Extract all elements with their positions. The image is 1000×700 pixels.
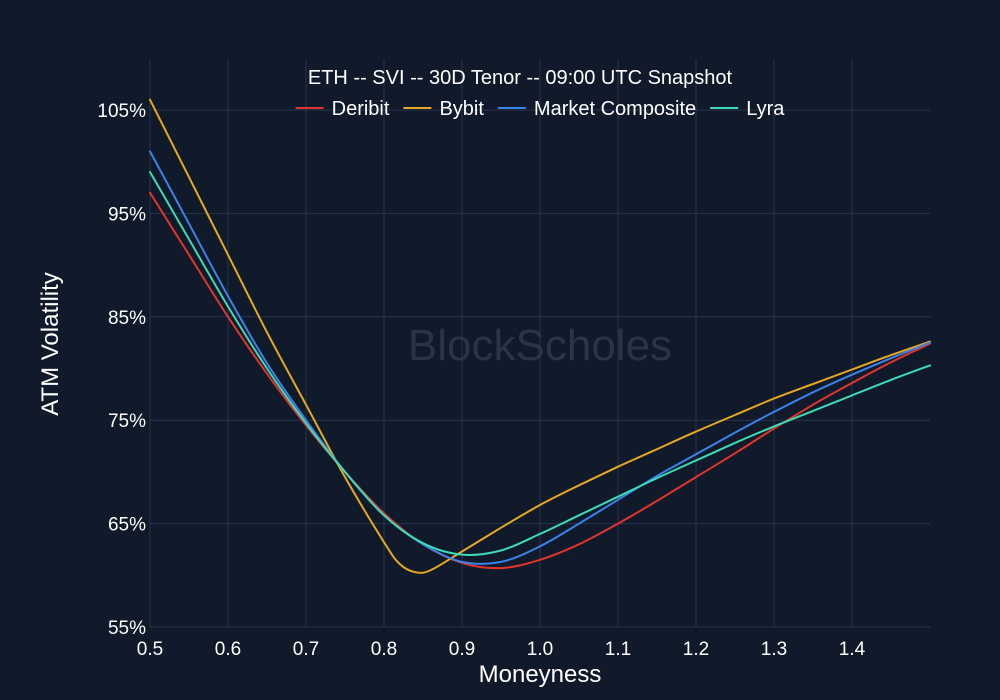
series-line-deribit	[149, 191, 931, 570]
x-axis-title: Moneyness	[479, 661, 602, 688]
x-tick-label: 1.2	[683, 639, 709, 660]
x-tick-label: 1.4	[839, 639, 866, 660]
y-tick-label: 95%	[108, 204, 146, 225]
series-line-bybit	[149, 98, 931, 574]
y-tick-label: 65%	[108, 515, 146, 536]
legend-label: Market Composite	[534, 98, 696, 120]
y-tick-label: 85%	[108, 308, 146, 329]
series-line-market-composite	[149, 150, 931, 565]
x-tick-label: 0.5	[137, 639, 163, 660]
x-tick-label: 0.6	[215, 639, 241, 660]
y-tick-label: 55%	[108, 618, 146, 639]
series-line-lyra	[149, 171, 931, 556]
legend-item-bybit[interactable]: Bybit	[403, 98, 484, 120]
grid	[149, 60, 930, 628]
legend-label: Deribit	[332, 98, 390, 120]
y-axis-ticks: 55% 65% 75% 85% 95% 105%	[97, 101, 146, 639]
legend-item-lyra[interactable]: Lyra	[710, 98, 785, 120]
y-tick-label: 105%	[97, 101, 146, 122]
y-axis-title: ATM Volatility	[37, 272, 64, 416]
legend-label: Lyra	[746, 98, 785, 120]
x-tick-label: 0.7	[293, 639, 319, 660]
legend-item-market-composite[interactable]: Market Composite	[497, 98, 696, 120]
legend[interactable]: Deribit Bybit Market Composite Lyra	[295, 98, 786, 120]
x-tick-label: 1.1	[605, 639, 631, 660]
x-tick-label: 0.9	[449, 639, 475, 660]
x-tick-label: 1.0	[527, 639, 553, 660]
watermark: BlockScholes	[408, 321, 672, 370]
legend-item-deribit[interactable]: Deribit	[295, 98, 390, 120]
legend-label: Bybit	[439, 98, 484, 120]
y-tick-label: 75%	[108, 411, 146, 432]
x-axis-ticks: 0.5 0.6 0.7 0.8 0.9 1.0 1.1 1.2 1.3 1.4	[137, 639, 866, 660]
series-lines	[149, 98, 931, 574]
x-tick-label: 1.3	[761, 639, 787, 660]
chart-title: ETH -- SVI -- 30D Tenor -- 09:00 UTC Sna…	[308, 67, 733, 89]
x-tick-label: 0.8	[371, 639, 397, 660]
